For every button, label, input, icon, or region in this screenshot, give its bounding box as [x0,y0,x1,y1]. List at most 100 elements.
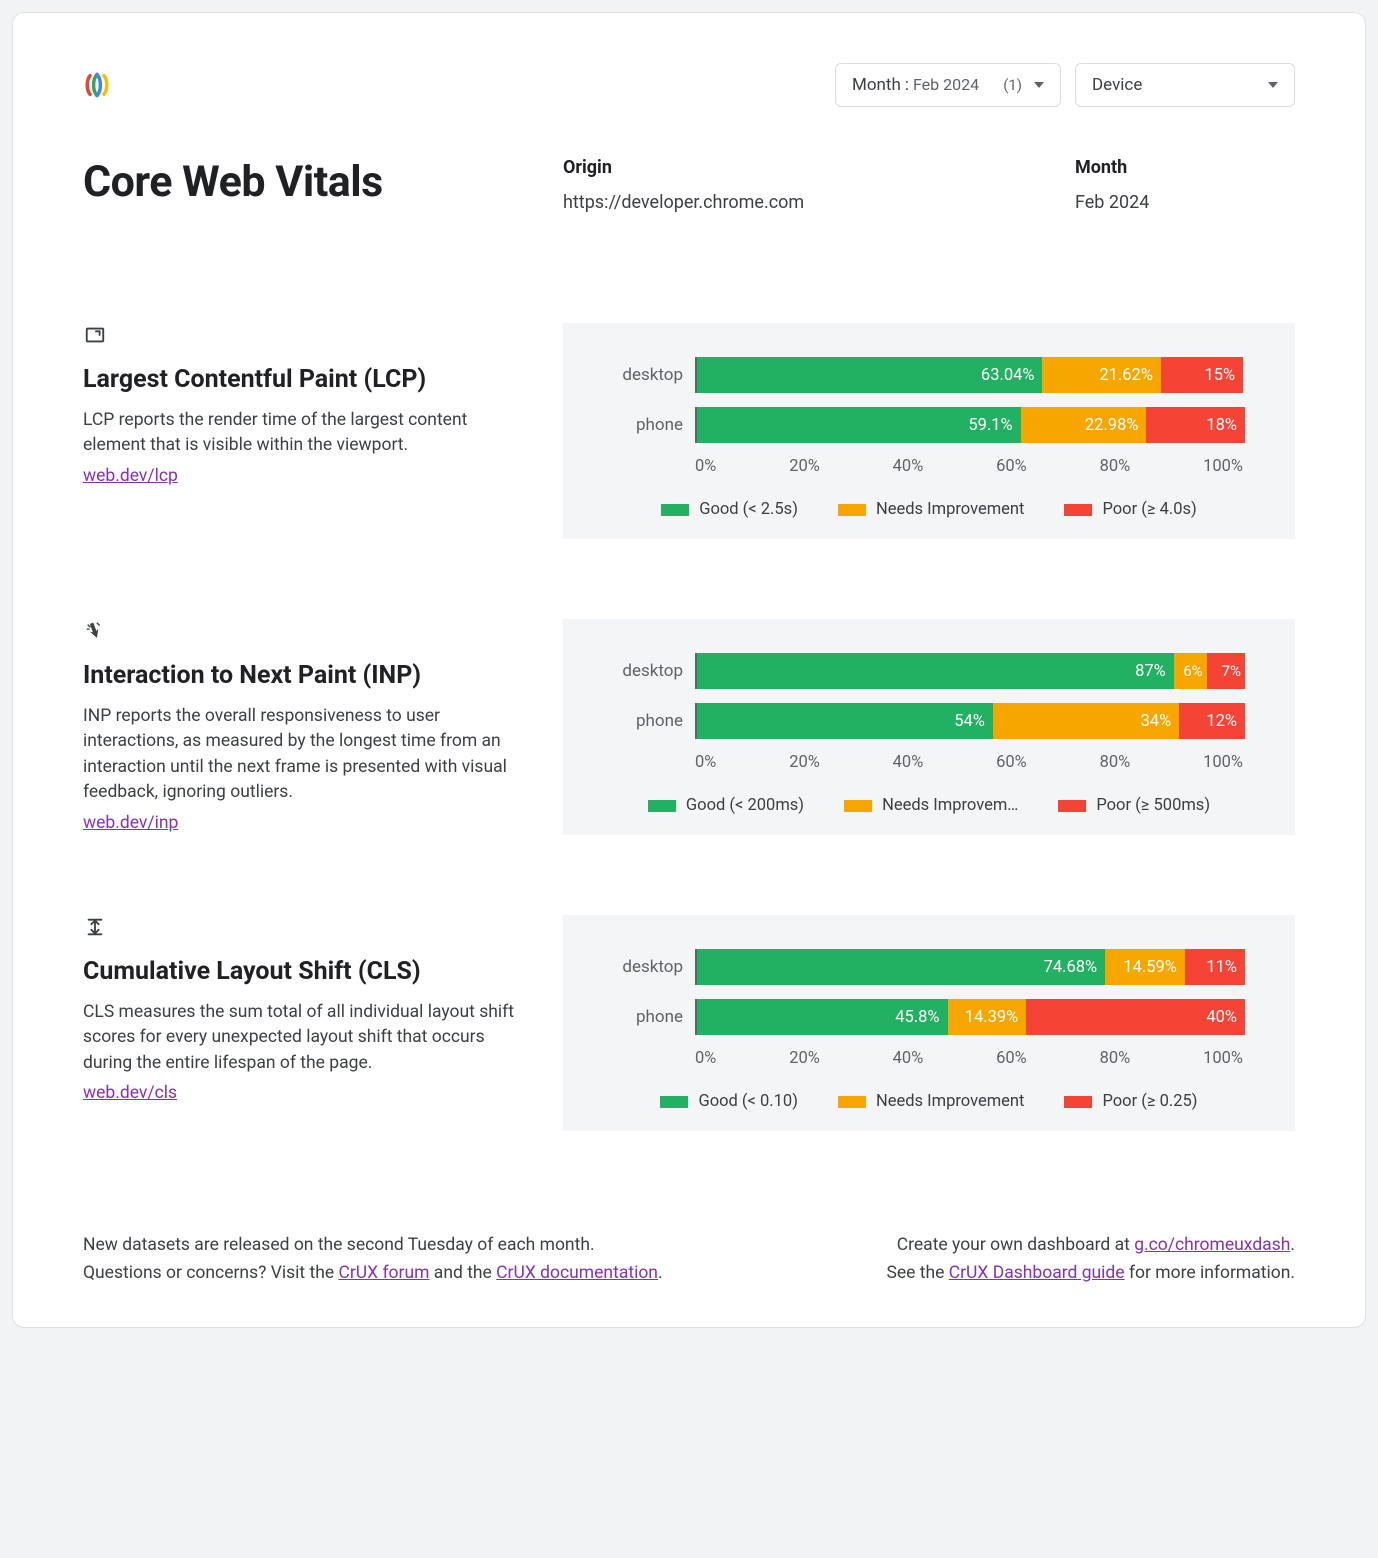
bar-category: desktop [613,661,687,681]
bar-track: 87%6%7% [695,653,1245,689]
chart-inp: desktop87%6%7%phone54%34%12%0%20%40%60%8… [563,619,1295,835]
bar-segment-ni: 14.59% [1105,949,1185,985]
axis-tick: 0% [695,753,716,772]
legend-label: Needs Improvement [876,500,1025,519]
bar-segment-poor: 11% [1185,949,1245,985]
origin-value: https://developer.chrome.com [563,192,1055,213]
axis-tick: 60% [996,457,1027,476]
legend-label: Poor (≥ 500ms) [1096,796,1210,815]
footer-text: Questions or concerns? Visit the CrUX fo… [83,1259,663,1287]
bar-segment-ni: 21.62% [1042,357,1160,393]
axis-tick: 80% [1100,753,1131,772]
metric-title: Interaction to Next Paint (INP) [83,661,523,690]
axis-tick: 40% [893,457,924,476]
metric-inp: Interaction to Next Paint (INP) INP repor… [83,619,1295,835]
bar-category: desktop [613,957,687,977]
chart-axis: 0%20%40%60%80%100% [613,1049,1245,1068]
metric-info: Interaction to Next Paint (INP) INP repor… [83,619,523,835]
axis-tick: 80% [1100,1049,1131,1068]
chromeuxdash-link[interactable]: g.co/chromeuxdash [1134,1235,1290,1255]
crux-forum-link[interactable]: CrUX forum [338,1263,429,1283]
origin-meta: Origin https://developer.chrome.com [563,157,1055,213]
bar-segment-poor: 15% [1161,357,1243,393]
bar-track: 63.04%21.62%15% [695,357,1245,393]
bar-segment-poor: 40% [1026,999,1245,1035]
bar-segment-poor: 12% [1179,703,1245,739]
month-dropdown[interactable]: Month: Feb 2024 (1) [835,63,1061,107]
page-title: Core Web Vitals [83,157,543,207]
legend-label: Good (< 2.5s) [699,500,798,519]
footer: New datasets are released on the second … [83,1231,1295,1287]
axis-tick: 20% [789,457,820,476]
bar-segment-ni: 22.98% [1021,407,1147,443]
legend-swatch [660,1096,688,1108]
legend-label: Poor (≥ 4.0s) [1102,500,1196,519]
bar-segment-good: 45.8% [697,999,948,1035]
bar-track: 54%34%12% [695,703,1245,739]
metric-link-lcp[interactable]: web.dev/lcp [83,466,178,486]
legend-item-poor: Poor (≥ 500ms) [1058,796,1210,815]
metric-info: Largest Contentful Paint (LCP)LCP report… [83,323,523,539]
metric-link-inp[interactable]: web.dev/inp [83,813,178,833]
metric-info: Cumulative Layout Shift (CLS)CLS measure… [83,915,523,1131]
bar-category: phone [613,711,687,731]
chart-cls: desktop74.68%14.59%11%phone45.8%14.39%40… [563,915,1295,1131]
bar-row: desktop 63.04%21.62%15% [613,357,1245,393]
cls-icon [83,915,107,939]
legend-label: Good (< 200ms) [686,796,804,815]
legend-swatch [1064,504,1092,516]
legend-swatch [844,800,872,812]
device-dropdown[interactable]: Device [1075,63,1295,107]
footer-right: Create your own dashboard at g.co/chrome… [886,1231,1295,1287]
inp-icon [83,619,107,643]
metric-title: Cumulative Layout Shift (CLS) [83,957,523,986]
crux-logo-icon [83,71,111,99]
month-value: Feb 2024 [1075,192,1295,213]
chart-legend: Good (< 2.5s) Needs Improvement Poor (≥ 4.… [613,500,1245,519]
legend-swatch [661,504,689,516]
legend-item-poor: Poor (≥ 0.25) [1064,1092,1197,1111]
crux-docs-link[interactable]: CrUX documentation [496,1263,658,1283]
report-card: Month: Feb 2024 (1) Device Core Web Vita… [12,12,1366,1328]
legend-swatch [838,1096,866,1108]
metrics-list: Largest Contentful Paint (LCP)LCP report… [83,323,1295,1131]
top-row: Month: Feb 2024 (1) Device [83,63,1295,107]
header: Core Web Vitals Origin https://developer… [83,157,1295,213]
bar-row: phone45.8%14.39%40% [613,999,1245,1035]
lcp-icon [83,323,107,347]
footer-text: Create your own dashboard at g.co/chrome… [886,1231,1295,1259]
legend-label: Good (< 0.10) [698,1092,798,1111]
bar-row: phone59.1%22.98%18% [613,407,1245,443]
chart-legend: Good (< 200ms) Needs Improvem… Poor (≥ 500… [613,796,1245,815]
axis-tick: 0% [695,1049,716,1068]
legend-swatch [1058,800,1086,812]
legend-label: Needs Improvem… [882,796,1018,815]
chevron-down-icon [1034,82,1044,88]
legend-swatch [1064,1096,1092,1108]
bar-track: 59.1%22.98%18% [695,407,1245,443]
dashboard-guide-link[interactable]: CrUX Dashboard guide [949,1263,1125,1283]
footer-left: New datasets are released on the second … [83,1231,663,1287]
bar-segment-ni: 34% [993,703,1179,739]
origin-label: Origin [563,157,1055,178]
legend-item-good: Good (< 200ms) [648,796,804,815]
bar-row: phone 54%34%12% [613,703,1245,739]
metric-link-cls[interactable]: web.dev/cls [83,1083,177,1103]
metric-desc: INP reports the overall responsiveness t… [83,704,523,806]
legend-item-good: Good (< 0.10) [660,1092,798,1111]
axis-tick: 20% [789,753,820,772]
legend-label: Poor (≥ 0.25) [1102,1092,1197,1111]
axis-tick: 40% [893,753,924,772]
axis-tick: 20% [789,1049,820,1068]
legend-item-ni: Needs Improvem… [844,796,1018,815]
bar-category: desktop [613,365,687,385]
axis-tick: 100% [1203,457,1243,476]
axis-tick: 100% [1203,1049,1243,1068]
metric-lcp: Largest Contentful Paint (LCP)LCP report… [83,323,1295,539]
metric-cls: Cumulative Layout Shift (CLS)CLS measure… [83,915,1295,1131]
month-meta: Month Feb 2024 [1075,157,1295,213]
footer-text: New datasets are released on the second … [83,1231,663,1259]
chart-axis: 0%20%40%60%80%100% [613,753,1245,772]
bar-segment-poor: 18% [1146,407,1245,443]
bar-row: desktop 87%6%7% [613,653,1245,689]
